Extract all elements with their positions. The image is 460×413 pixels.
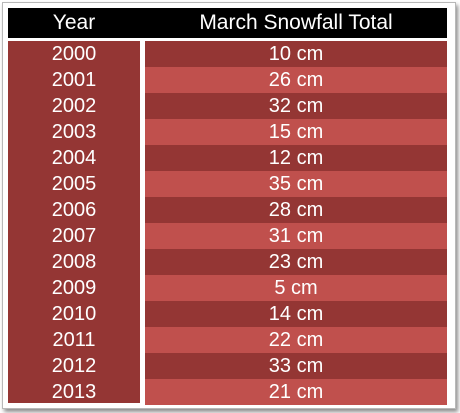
table-header: Year March Snowfall Total bbox=[8, 8, 447, 38]
year-cell: 2009 bbox=[51, 277, 97, 299]
year-cell: 2004 bbox=[51, 147, 97, 169]
snowfall-cell: 31 cm bbox=[145, 223, 447, 249]
year-cell: 2006 bbox=[51, 199, 97, 221]
snowfall-cell: 12 cm bbox=[145, 145, 447, 171]
snowfall-cell: 26 cm bbox=[145, 67, 447, 93]
year-cell: 2001 bbox=[51, 69, 97, 91]
year-cell: 2007 bbox=[51, 225, 97, 247]
snowfall-cell: 28 cm bbox=[145, 197, 447, 223]
snowfall-cell: 21 cm bbox=[145, 379, 447, 405]
year-cell: 2010 bbox=[51, 303, 97, 325]
year-cell: 2011 bbox=[52, 329, 96, 351]
year-cell: 2000 bbox=[51, 43, 97, 65]
year-column: 2000 2001 2002 2003 2004 2005 2006 2007 2008 2009… bbox=[8, 41, 140, 403]
year-cell: 2005 bbox=[51, 173, 97, 195]
table-frame: Year March Snowfall Total 2000 2001 2002 20… bbox=[2, 2, 456, 409]
snowfall-column-header: March Snowfall Total bbox=[199, 11, 393, 34]
snowfall-cell: 32 cm bbox=[145, 93, 447, 119]
snowfall-cell: 35 cm bbox=[145, 171, 447, 197]
snowfall-cell: 14 cm bbox=[145, 301, 447, 327]
snowfall-cell: 10 cm bbox=[145, 41, 447, 67]
snowfall-cell: 15 cm bbox=[145, 119, 447, 145]
snowfall-cell: 5 cm bbox=[145, 275, 447, 301]
year-cell: 2008 bbox=[51, 251, 97, 273]
year-cell: 2002 bbox=[51, 95, 97, 117]
year-column-header: Year bbox=[52, 11, 96, 34]
snowfall-cell: 33 cm bbox=[145, 353, 447, 379]
snowfall-cell: 22 cm bbox=[145, 327, 447, 353]
year-cell: 2003 bbox=[51, 121, 97, 143]
snowfall-cell: 23 cm bbox=[145, 249, 447, 275]
year-cell: 2012 bbox=[51, 355, 97, 377]
year-cell: 2013 bbox=[51, 381, 97, 403]
